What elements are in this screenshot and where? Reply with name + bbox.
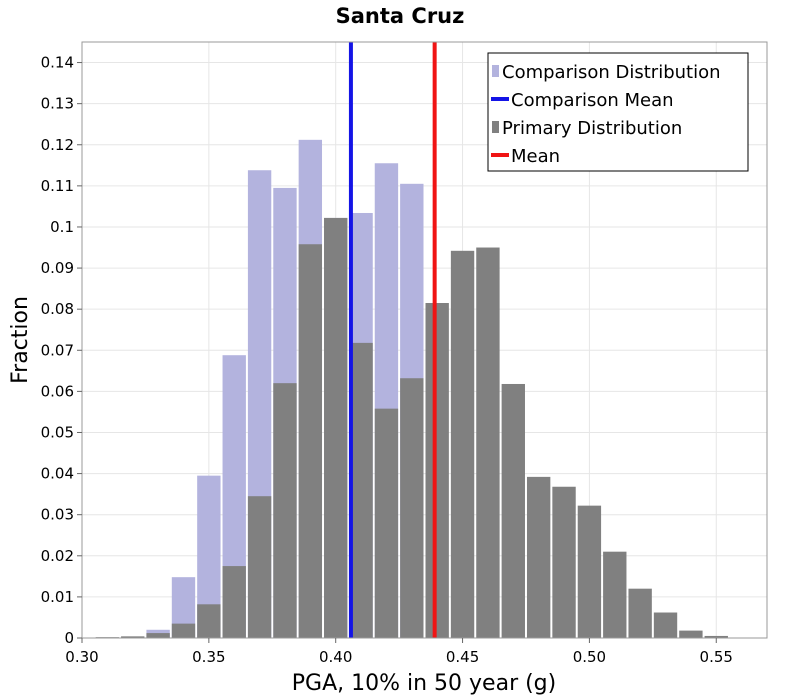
y-axis-title: Fraction bbox=[8, 296, 33, 384]
primary-bar bbox=[349, 342, 373, 638]
y-tick-label: 0.06 bbox=[41, 382, 74, 400]
y-tick-label: 0.01 bbox=[41, 588, 74, 606]
y-tick-label: 0 bbox=[64, 629, 74, 647]
x-axis-ticks: 0.30 0.35 0.40 0.45 0.50 0.55 bbox=[65, 638, 733, 666]
y-tick-label: 0.07 bbox=[41, 341, 74, 359]
primary-bar bbox=[146, 633, 170, 638]
x-tick-label: 0.50 bbox=[573, 648, 606, 666]
primary-bar bbox=[222, 566, 246, 638]
y-tick-label: 0.12 bbox=[41, 136, 74, 154]
legend-box bbox=[487, 52, 749, 172]
x-axis-title: PGA, 10% in 50 year (g) bbox=[292, 671, 556, 696]
primary-bar bbox=[247, 496, 272, 638]
y-tick-label: 0.1 bbox=[50, 218, 74, 236]
y-axis-ticks: 0 0.01 0.02 0.03 0.04 0.05 0.06 0.07 0.08 0.09 0.1… bbox=[41, 54, 82, 647]
primary-bar bbox=[526, 476, 551, 638]
primary-bar bbox=[552, 486, 576, 638]
plot-frame bbox=[81, 41, 768, 639]
x-tick-label: 0.35 bbox=[192, 648, 225, 666]
primary-bar bbox=[197, 604, 221, 638]
y-tick-label: 0.02 bbox=[41, 547, 74, 565]
legend-label: Comparison Distribution bbox=[502, 62, 721, 83]
primary-bar bbox=[679, 630, 703, 638]
mean-lines bbox=[348, 42, 437, 638]
comparison-bar bbox=[171, 577, 196, 638]
primary-bar bbox=[704, 635, 728, 638]
legend-swatch bbox=[491, 97, 509, 101]
x-tick-label: 0.30 bbox=[65, 648, 98, 666]
y-tick-label: 0.11 bbox=[41, 177, 74, 195]
primary-bar bbox=[273, 383, 297, 638]
primary-bar bbox=[501, 383, 525, 638]
y-tick-label: 0.03 bbox=[41, 506, 74, 524]
y-tick-label: 0.13 bbox=[41, 95, 74, 113]
legend-label: Comparison Mean bbox=[511, 90, 674, 111]
primary-bars bbox=[95, 217, 728, 639]
y-tick-label: 0.08 bbox=[41, 300, 74, 318]
primary-bar bbox=[298, 244, 323, 639]
primary-bar bbox=[653, 612, 678, 638]
primary-bar bbox=[628, 588, 652, 638]
y-tick-label: 0.05 bbox=[41, 423, 74, 441]
x-tick-label: 0.45 bbox=[446, 648, 479, 666]
legend-swatch bbox=[492, 65, 499, 77]
legend-swatch bbox=[492, 121, 499, 133]
y-tick-label: 0.14 bbox=[41, 54, 74, 72]
primary-bar bbox=[324, 217, 348, 638]
chart-title: Santa Cruz bbox=[336, 4, 465, 28]
legend: Comparison Distribution Comparison Mean Pr… bbox=[487, 52, 749, 172]
primary-bar bbox=[374, 408, 399, 638]
y-tick-label: 0.09 bbox=[41, 259, 74, 277]
primary-bar bbox=[450, 250, 475, 638]
x-tick-label: 0.55 bbox=[700, 648, 733, 666]
primary-bar bbox=[603, 551, 627, 638]
bars bbox=[95, 139, 728, 639]
primary-bar bbox=[425, 303, 449, 638]
primary-bar bbox=[400, 378, 424, 638]
legend-label: Primary Distribution bbox=[502, 118, 682, 139]
legend-label: Mean bbox=[511, 146, 560, 167]
primary-bar bbox=[476, 247, 500, 638]
x-tick-label: 0.40 bbox=[319, 648, 352, 666]
primary-bar bbox=[121, 636, 145, 638]
comparison-bar bbox=[197, 475, 221, 638]
primary-bar bbox=[577, 505, 602, 638]
primary-bar bbox=[171, 623, 196, 638]
legend-swatch bbox=[491, 153, 509, 157]
y-tick-label: 0.04 bbox=[41, 465, 74, 483]
